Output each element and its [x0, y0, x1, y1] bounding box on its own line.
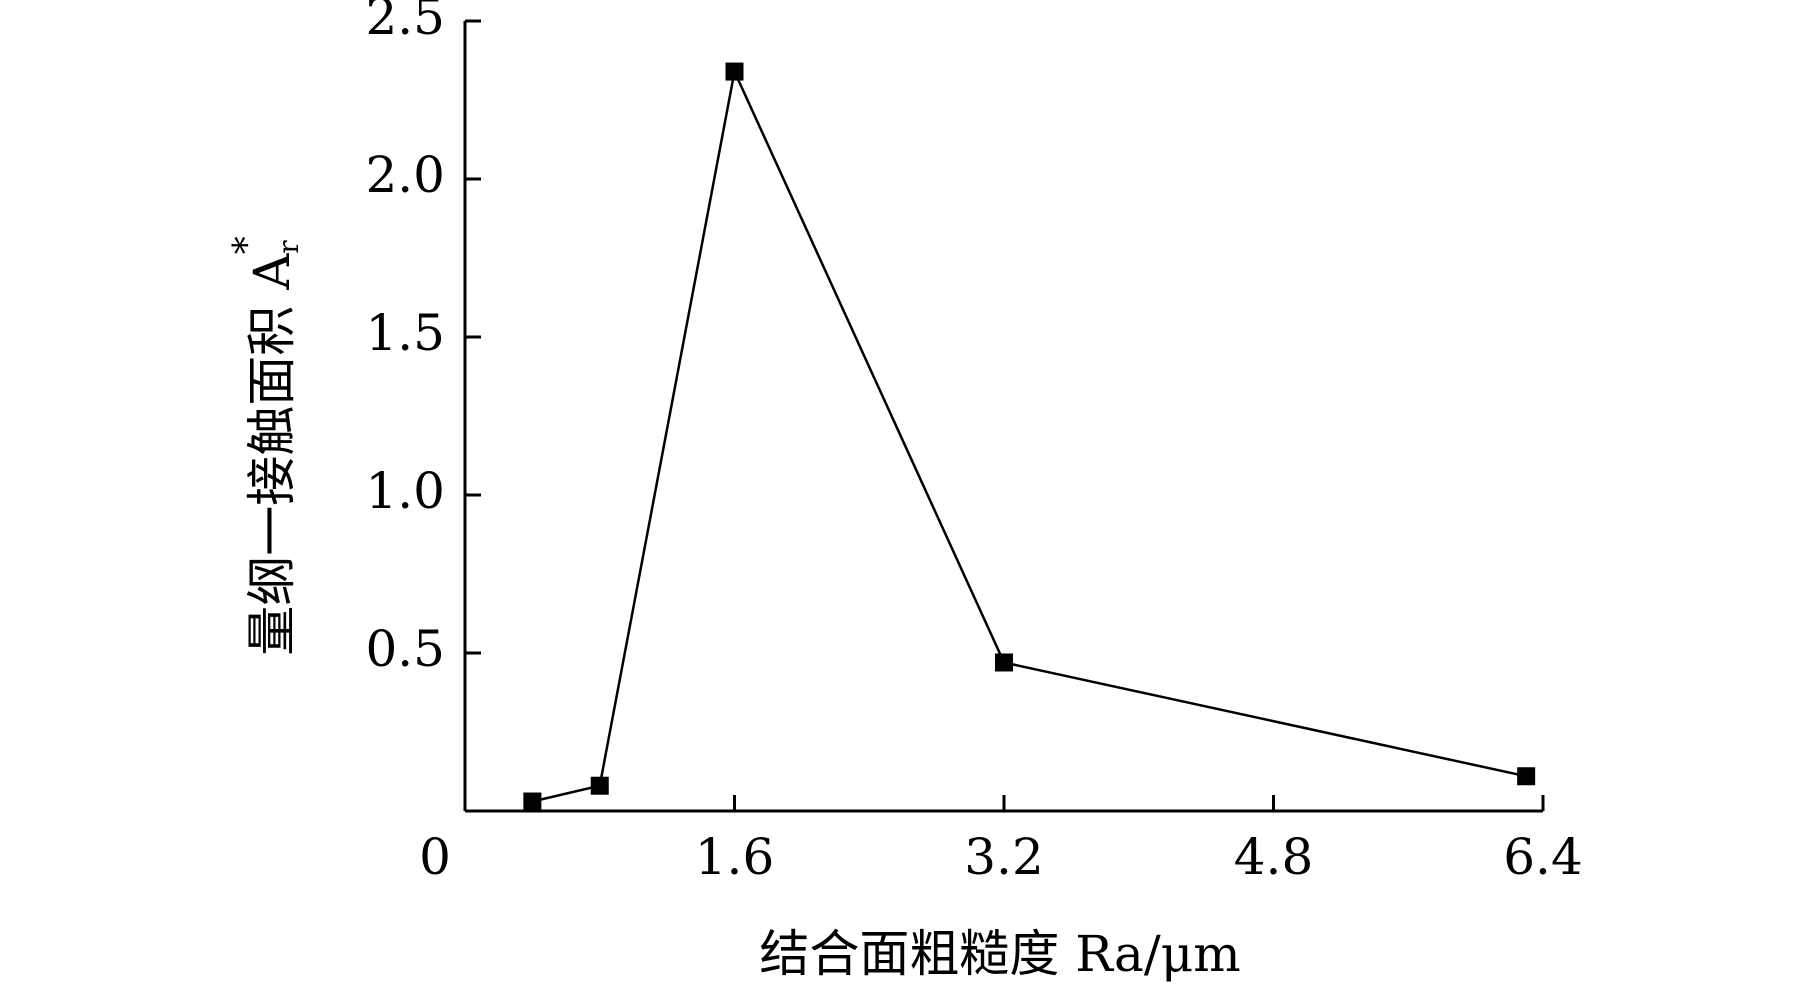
y-tick-label: 2.5: [365, 0, 445, 46]
x-tick-label: 0: [419, 828, 451, 886]
marker: [523, 792, 542, 811]
y-axis-label: 量纲一接触面积 Ar *: [227, 236, 305, 655]
x-tick-label: 4.8: [1234, 828, 1314, 886]
marker: [725, 62, 744, 81]
x-tick-label: 6.4: [1503, 828, 1583, 886]
marker: [995, 653, 1013, 672]
y-axis-label-group: 量纲一接触面积 Ar *: [227, 236, 305, 655]
x-tick-label: 3.2: [964, 828, 1044, 886]
y-tick-label: 0.5: [365, 620, 445, 678]
y-tick-label: 2.0: [365, 146, 445, 204]
y-axis-label-sub: r: [272, 240, 305, 254]
x-tick-label: 1.6: [695, 828, 775, 886]
marker: [590, 776, 609, 795]
series-line: [532, 67, 1527, 803]
y-axis-label-main: 量纲一接触面积 A: [243, 253, 301, 656]
y-tick-label: 1.0: [365, 462, 445, 520]
marker: [1517, 767, 1536, 786]
y-axis-label-sup: *: [227, 236, 268, 254]
y-tick-label: 1.5: [365, 304, 445, 362]
x-axis-label: 结合面粗糙度 Ra/μm: [759, 925, 1240, 983]
